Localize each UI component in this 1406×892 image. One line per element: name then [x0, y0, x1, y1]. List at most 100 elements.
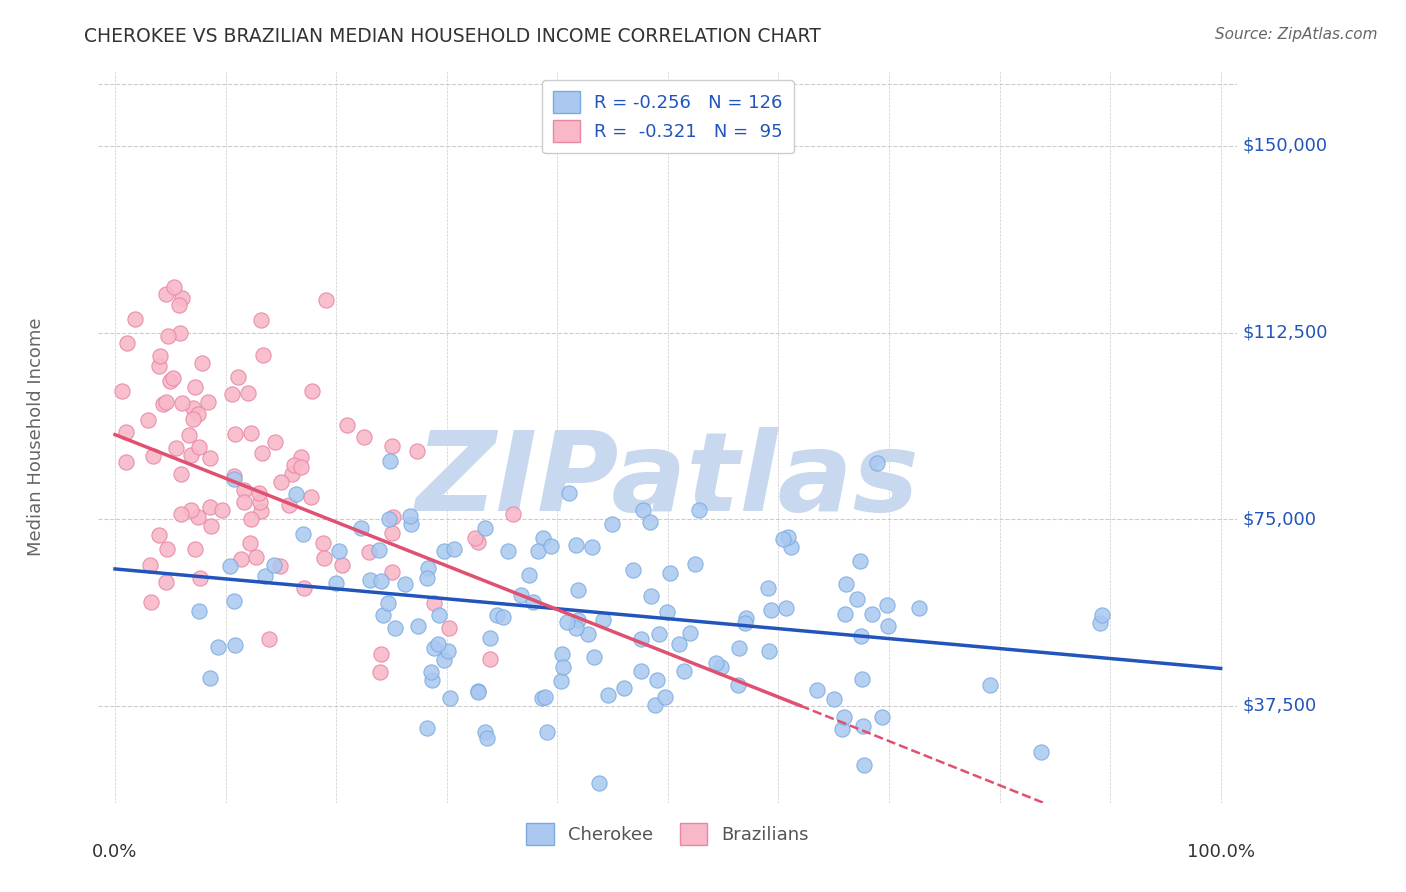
Point: [550, 647, 572, 661]
Point: [177, 427, 200, 442]
Point: [301, 384, 323, 398]
Point: [536, 724, 558, 739]
Point: [250, 504, 273, 518]
Point: [876, 599, 898, 613]
Point: [405, 444, 427, 458]
Point: [231, 552, 253, 566]
Point: [200, 519, 222, 533]
Point: [378, 454, 401, 468]
Text: $75,000: $75,000: [1243, 510, 1317, 528]
Point: [491, 609, 513, 624]
Point: [382, 509, 405, 524]
Point: [110, 384, 132, 399]
Point: [467, 535, 489, 549]
Point: [415, 571, 437, 585]
Point: [281, 467, 304, 482]
Point: [252, 348, 274, 362]
Point: [853, 757, 876, 772]
Point: [371, 607, 394, 622]
Point: [527, 544, 550, 558]
Point: [659, 566, 682, 580]
Point: [380, 526, 402, 541]
Point: [115, 425, 138, 439]
Point: [427, 637, 450, 651]
Point: [184, 542, 207, 557]
Point: [758, 644, 780, 658]
Point: [849, 554, 872, 568]
Point: [710, 660, 733, 674]
Point: [170, 396, 193, 410]
Point: [224, 427, 246, 442]
Point: [370, 574, 392, 589]
Point: [907, 601, 929, 615]
Point: [630, 664, 652, 678]
Point: [226, 370, 249, 384]
Point: [780, 541, 803, 555]
Point: [860, 607, 883, 621]
Point: [638, 515, 661, 529]
Point: [640, 589, 662, 603]
Point: [823, 692, 845, 706]
Point: [437, 621, 460, 635]
Point: [269, 559, 291, 574]
Point: [531, 531, 554, 545]
Point: [654, 690, 676, 704]
Point: [232, 483, 254, 498]
Point: [416, 560, 439, 574]
Point: [475, 731, 498, 745]
Point: [756, 581, 779, 595]
Point: [183, 380, 205, 394]
Point: [728, 641, 751, 656]
Point: [550, 673, 572, 688]
Point: [180, 448, 202, 462]
Point: [1088, 615, 1111, 630]
Point: [502, 507, 524, 521]
Point: [359, 573, 381, 587]
Point: [149, 349, 172, 363]
Point: [292, 527, 315, 541]
Point: [772, 532, 794, 546]
Point: [673, 665, 696, 679]
Point: [979, 678, 1001, 692]
Point: [778, 530, 800, 544]
Point: [350, 521, 373, 535]
Point: [353, 430, 375, 444]
Point: [152, 397, 174, 411]
Point: [588, 776, 610, 790]
Point: [167, 298, 190, 312]
Point: [187, 440, 209, 454]
Point: [648, 627, 671, 641]
Point: [283, 458, 305, 472]
Point: [169, 326, 191, 340]
Point: [232, 495, 254, 509]
Point: [655, 605, 678, 619]
Point: [835, 577, 858, 591]
Point: [224, 594, 246, 608]
Point: [249, 495, 271, 509]
Point: [142, 449, 165, 463]
Point: [806, 683, 828, 698]
Point: [581, 540, 603, 554]
Point: [139, 558, 162, 572]
Point: [510, 588, 533, 602]
Point: [124, 312, 146, 326]
Point: [443, 541, 465, 556]
Text: 0.0%: 0.0%: [93, 843, 138, 861]
Point: [644, 698, 666, 713]
Point: [207, 640, 229, 655]
Point: [621, 562, 644, 576]
Point: [239, 425, 262, 440]
Point: [115, 336, 138, 351]
Point: [188, 571, 211, 585]
Point: [576, 627, 599, 641]
Point: [336, 417, 359, 432]
Point: [156, 329, 179, 343]
Point: [159, 375, 181, 389]
Point: [834, 607, 856, 621]
Point: [200, 451, 222, 466]
Point: [148, 528, 170, 542]
Point: [498, 544, 520, 558]
Point: [633, 503, 655, 517]
Point: [187, 407, 209, 421]
Point: [165, 441, 187, 455]
